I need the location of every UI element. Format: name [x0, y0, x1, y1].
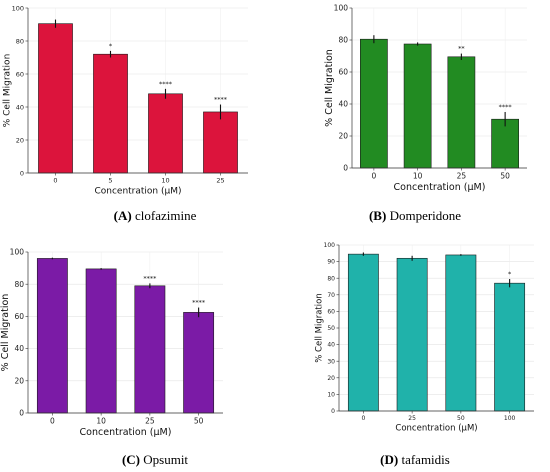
chart-panel-d: 0 10 20 30 40 50 60 70 80 90 100 0 25 50 * 100 Concentra…	[315, 242, 534, 434]
significance-label: ****	[499, 103, 513, 111]
significance-label: *	[109, 42, 113, 50]
x-tick-label: 50	[500, 172, 510, 181]
chart-panel-a: 0 20 40 60 80 100 0 * 5 **** 10 **** 25 Concentration…	[3, 4, 248, 197]
y-tick-label: 60	[327, 309, 335, 316]
y-tick-label: 40	[16, 103, 24, 111]
y-tick-label: 80	[338, 36, 348, 45]
chart-panel-b: 0 20 40 60 80 100 0 10 ** 25 **** 50 Concentration (…	[324, 4, 527, 193]
significance-label: *	[508, 270, 512, 278]
y-tick-label: 20	[327, 375, 335, 382]
caption-d-label: D	[384, 452, 394, 467]
x-tick-label: 0	[361, 415, 365, 422]
significance-label: **	[458, 45, 465, 53]
y-axis-label: % Cell Migration	[3, 54, 13, 128]
y-tick-label: 20	[338, 132, 348, 141]
y-tick-label: 10	[327, 392, 335, 399]
y-tick-label: 60	[14, 312, 24, 321]
bar-50	[491, 118, 519, 169]
y-tick-label: 100	[334, 4, 349, 13]
bar-0	[38, 23, 73, 174]
caption-c-label: C	[126, 452, 136, 467]
caption-c: (C) Opsumit	[121, 452, 189, 467]
y-tick-label: 0	[331, 408, 335, 415]
caption-d-text: tafamidis	[401, 452, 450, 467]
bar-25	[203, 111, 238, 174]
caption-b-label: B	[373, 208, 382, 223]
significance-label: ****	[214, 96, 228, 104]
x-tick-label: 50	[457, 415, 465, 422]
bar-0	[347, 253, 379, 412]
caption-c-text: Opsumit	[143, 452, 189, 467]
y-tick-label: 20	[14, 376, 24, 385]
bar-25	[447, 56, 476, 169]
y-axis-label: % Cell Migration	[0, 294, 11, 372]
bar-50	[445, 254, 477, 412]
bar-10	[85, 268, 117, 414]
x-tick-label: 25	[457, 172, 467, 181]
y-tick-label: 40	[338, 100, 348, 109]
caption-a-text: clofazimine	[134, 208, 197, 223]
significance-label: ****	[192, 299, 206, 307]
caption-a-label: A	[118, 208, 128, 223]
bar-10	[403, 43, 432, 169]
x-tick-label: 0	[371, 172, 376, 181]
y-tick-label: 0	[343, 164, 348, 173]
x-axis-label: Concentration (μM)	[94, 187, 181, 197]
y-tick-label: 100	[12, 4, 24, 12]
bar-100	[494, 282, 526, 412]
caption-b-text: Domperidone	[389, 208, 462, 223]
y-tick-label: 30	[327, 358, 335, 365]
y-tick-label: 60	[16, 70, 24, 78]
y-tick-label: 100	[10, 248, 25, 257]
y-tick-label: 80	[327, 275, 335, 282]
y-tick-label: 100	[324, 242, 336, 249]
y-axis-label: % Cell Migration	[315, 293, 325, 362]
bar-0	[36, 258, 68, 414]
y-tick-label: 20	[16, 136, 24, 144]
x-tick-label: 25	[216, 177, 224, 185]
x-axis-label: Concentration (μM)	[394, 182, 486, 193]
y-tick-label: 50	[327, 325, 335, 332]
caption-a: (A) clofazimine	[113, 208, 197, 223]
bar-5	[93, 53, 128, 174]
x-axis-label: Concentration (μM)	[395, 424, 477, 434]
significance-label: ****	[143, 274, 157, 282]
y-tick-label: 70	[327, 292, 335, 299]
x-tick-label: 10	[413, 172, 423, 181]
x-tick-label: 10	[96, 417, 106, 426]
y-tick-label: 80	[14, 280, 24, 289]
x-tick-label: 5	[108, 177, 112, 185]
x-tick-label: 0	[50, 417, 55, 426]
bar-0	[360, 38, 388, 169]
y-tick-label: 40	[14, 344, 24, 353]
bar-25	[134, 285, 166, 414]
x-tick-label: 100	[504, 415, 516, 422]
y-tick-label: 0	[20, 169, 24, 177]
y-tick-label: 0	[19, 409, 24, 418]
y-tick-label: 40	[327, 342, 335, 349]
bar-25	[396, 257, 428, 412]
caption-d: (D) tafamidis	[380, 452, 450, 467]
y-tick-label: 90	[327, 259, 335, 266]
x-tick-label: 0	[53, 177, 57, 185]
chart-panel-c: 0 20 40 60 80 100 0 10 **** 25 **** 50 Concentration…	[0, 248, 223, 438]
bar-50	[183, 312, 215, 414]
x-tick-label: 25	[408, 415, 416, 422]
y-tick-label: 60	[338, 68, 348, 77]
significance-label: ****	[159, 80, 173, 88]
x-tick-label: 50	[194, 417, 204, 426]
caption-b: (B) Domperidone	[368, 208, 462, 223]
x-tick-label: 25	[145, 417, 155, 426]
x-axis-label: Concentration (μM)	[80, 427, 172, 438]
bar-10	[148, 93, 183, 174]
x-tick-label: 10	[161, 177, 169, 185]
y-tick-label: 80	[16, 37, 24, 45]
y-axis-label: % Cell Migration	[324, 49, 335, 127]
